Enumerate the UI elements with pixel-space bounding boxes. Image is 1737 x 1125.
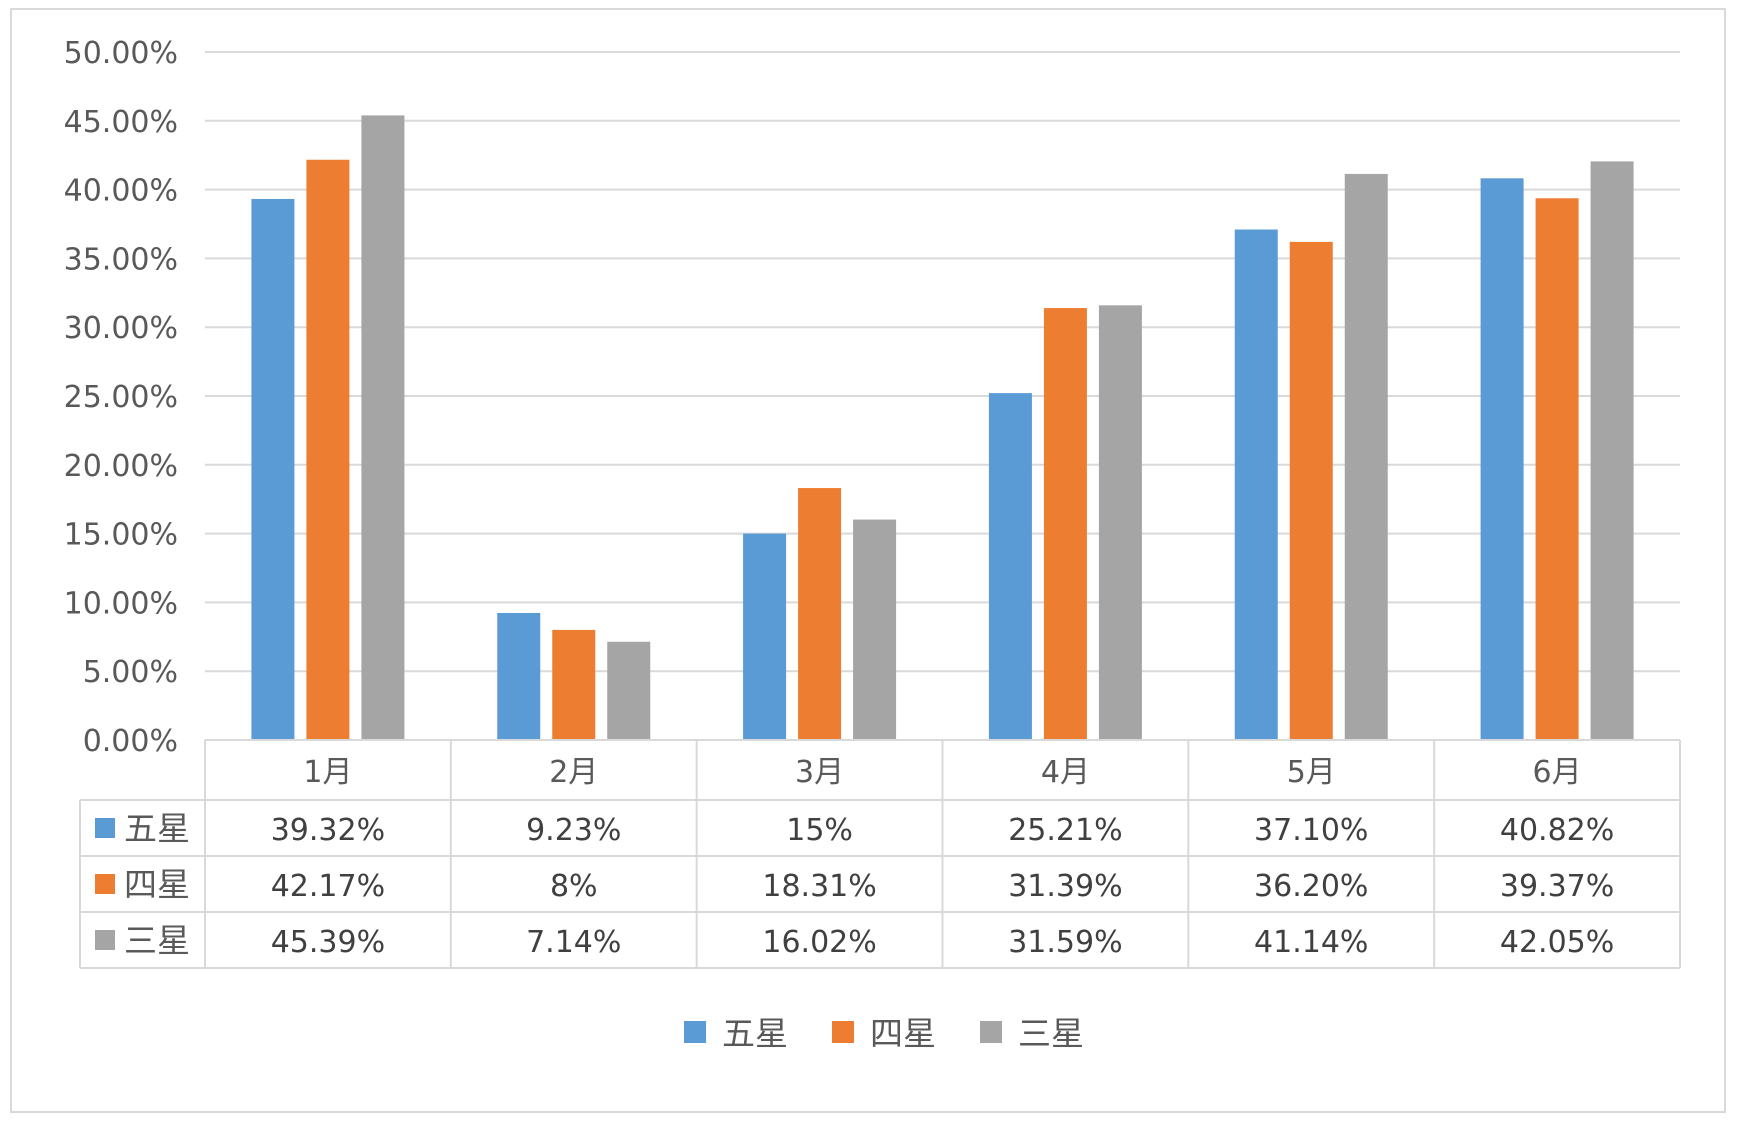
data-label: 18.31% xyxy=(762,869,876,904)
bar xyxy=(552,629,596,740)
legend-label: 三星 xyxy=(1018,1014,1084,1053)
y-tick-label: 15.00% xyxy=(64,518,178,553)
data-label: 42.05% xyxy=(1500,925,1614,960)
data-label: 41.14% xyxy=(1254,925,1368,960)
y-tick-label: 40.00% xyxy=(64,174,178,209)
bar xyxy=(1043,308,1087,740)
bar xyxy=(1480,178,1524,741)
table-row-label: 五星 xyxy=(124,809,190,848)
table-row-swatch xyxy=(95,930,115,950)
y-tick-label: 20.00% xyxy=(64,449,178,484)
bar xyxy=(306,159,350,741)
data-label: 40.82% xyxy=(1500,813,1614,848)
bar xyxy=(1535,198,1579,740)
data-label: 45.39% xyxy=(271,925,385,960)
table-row-swatch xyxy=(95,818,115,838)
y-tick-label: 10.00% xyxy=(64,586,178,621)
legend: 五星 四星 三星 xyxy=(684,1014,1084,1053)
bars xyxy=(251,115,1634,741)
data-label: 39.37% xyxy=(1500,869,1614,904)
bar xyxy=(1344,173,1388,741)
bar xyxy=(743,533,787,740)
legend-swatch xyxy=(980,1021,1002,1043)
y-tick-label: 0.00% xyxy=(83,724,178,759)
data-label: 7.14% xyxy=(526,925,621,960)
bar xyxy=(497,612,541,740)
bar xyxy=(607,641,651,740)
bar xyxy=(361,115,405,741)
bar xyxy=(853,519,897,740)
data-label: 31.59% xyxy=(1008,925,1122,960)
x-category-label: 2月 xyxy=(549,755,598,790)
bar xyxy=(1098,305,1142,740)
data-label: 36.20% xyxy=(1254,869,1368,904)
y-tick-label: 5.00% xyxy=(83,655,178,690)
data-label: 16.02% xyxy=(762,925,876,960)
y-tick-label: 30.00% xyxy=(64,311,178,346)
data-label: 9.23% xyxy=(526,813,621,848)
legend-swatch xyxy=(832,1021,854,1043)
x-category-label: 4月 xyxy=(1041,755,1090,790)
y-tick-label: 45.00% xyxy=(64,105,178,140)
table-row-label: 三星 xyxy=(124,921,190,960)
data-label: 31.39% xyxy=(1008,869,1122,904)
y-tick-label: 25.00% xyxy=(64,380,178,415)
x-category-label: 1月 xyxy=(303,755,352,790)
bar xyxy=(251,198,295,741)
y-tick-label: 50.00% xyxy=(64,36,178,71)
table-row-swatch xyxy=(95,874,115,894)
data-label: 37.10% xyxy=(1254,813,1368,848)
gridlines: 0.00% 5.00% 10.00% 15.00% 20.00% 25.00% 30.00%… xyxy=(64,36,1680,759)
bar xyxy=(1234,229,1278,740)
bar xyxy=(988,393,1032,740)
legend-label: 四星 xyxy=(870,1014,936,1053)
x-category-label: 6月 xyxy=(1533,755,1582,790)
data-label: 42.17% xyxy=(271,869,385,904)
bar xyxy=(1590,161,1634,741)
data-label: 15% xyxy=(786,813,853,848)
bar xyxy=(1289,241,1333,740)
legend-label: 五星 xyxy=(722,1014,788,1053)
legend-swatch xyxy=(684,1021,706,1043)
table-row-label: 四星 xyxy=(124,865,190,904)
data-label: 8% xyxy=(550,869,598,904)
data-label: 39.32% xyxy=(271,813,385,848)
x-category-label: 5月 xyxy=(1287,755,1336,790)
data-label: 25.21% xyxy=(1008,813,1122,848)
x-category-label: 3月 xyxy=(795,755,844,790)
bar xyxy=(798,488,842,740)
y-tick-label: 35.00% xyxy=(64,242,178,277)
